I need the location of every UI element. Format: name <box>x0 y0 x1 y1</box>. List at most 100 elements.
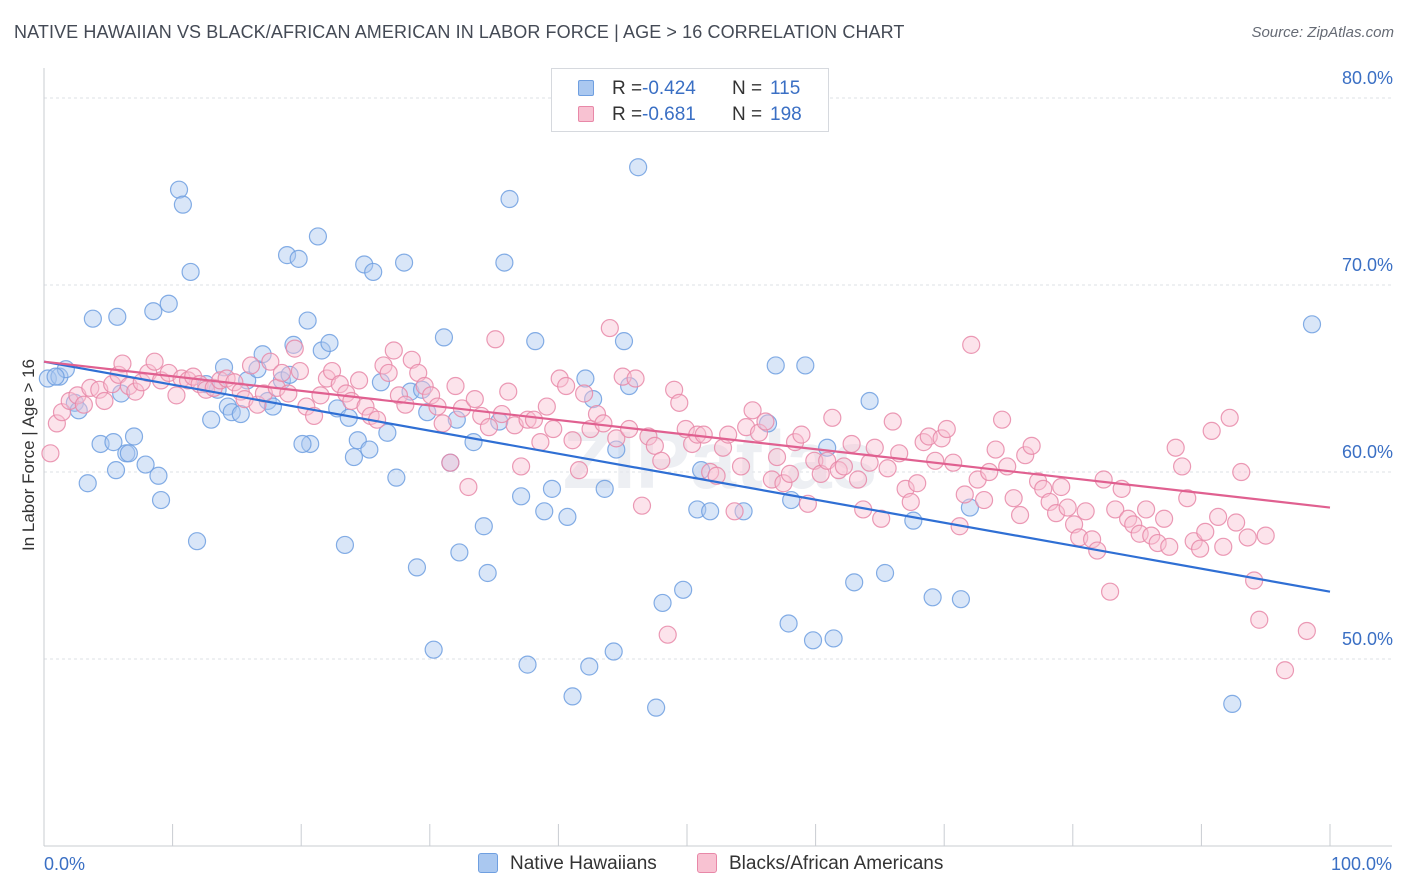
data-point <box>848 470 868 489</box>
data-point <box>1160 537 1179 556</box>
data-point <box>614 332 634 351</box>
data-point <box>167 386 186 405</box>
data-point <box>932 429 951 448</box>
data-point <box>792 425 811 444</box>
data-point <box>1040 492 1059 512</box>
data-point <box>1173 457 1192 476</box>
data-point <box>632 496 652 515</box>
trend-lines <box>43 360 1331 593</box>
data-point <box>402 350 421 369</box>
data-point <box>407 558 427 577</box>
data-point <box>576 369 595 388</box>
data-point <box>647 698 666 717</box>
legend-swatch-pink <box>578 106 594 122</box>
data-point <box>149 466 168 485</box>
data-point <box>95 391 114 411</box>
data-point <box>955 485 974 504</box>
data-point <box>500 189 519 209</box>
data-point <box>389 386 409 405</box>
data-point <box>446 376 465 396</box>
data-point <box>725 502 744 521</box>
data-point <box>474 517 493 536</box>
bottom-legend-label: Blacks/African Americans <box>729 853 944 874</box>
bottom-legend-swatch-blue <box>478 853 498 873</box>
data-point <box>1202 421 1221 440</box>
data-point <box>923 588 942 607</box>
data-point <box>187 532 207 551</box>
data-point <box>1302 315 1322 334</box>
data-point <box>518 655 537 674</box>
data-point <box>379 363 398 383</box>
data-point <box>1250 610 1269 629</box>
trend-line-blacks-african-americans <box>43 360 1331 509</box>
data-point <box>584 389 603 409</box>
data-point <box>450 543 469 562</box>
bottom-legend-label: Native Hawaiians <box>510 853 657 874</box>
data-point <box>756 412 775 431</box>
data-point <box>557 376 576 396</box>
data-point <box>550 369 569 388</box>
legend-box: R = -0.424 N = 115 R = -0.681 N = 198 <box>551 68 829 132</box>
data-point <box>104 433 123 452</box>
data-point <box>803 631 823 650</box>
data-point <box>169 180 189 199</box>
data-point <box>290 361 310 381</box>
data-point <box>595 479 614 498</box>
data-point <box>459 477 478 497</box>
data-point <box>1275 661 1295 680</box>
y-tick-label: 50.0% <box>1342 629 1393 649</box>
data-point <box>992 410 1012 429</box>
data-point <box>1010 505 1030 525</box>
data-point <box>1214 537 1233 556</box>
y-axis-label: In Labor Force | Age > 16 <box>19 359 38 551</box>
data-point <box>394 253 414 272</box>
legend-swatch-blue <box>578 80 594 96</box>
data-point <box>652 451 671 470</box>
data-point <box>330 375 349 394</box>
data-point <box>980 462 999 482</box>
data-point <box>878 459 897 478</box>
legend-n-label: N = <box>732 104 763 125</box>
data-point <box>872 509 891 528</box>
data-point <box>1016 446 1035 465</box>
data-point <box>600 318 619 338</box>
data-point <box>151 490 171 510</box>
data-point <box>293 434 312 454</box>
data-point <box>1046 504 1066 523</box>
data-point <box>108 307 127 326</box>
data-point <box>1166 438 1185 457</box>
legend-r-value: -0.681 <box>642 104 696 125</box>
data-point <box>805 451 824 470</box>
data-point <box>495 253 514 272</box>
data-point <box>626 369 645 388</box>
data-point <box>824 629 843 648</box>
data-point <box>645 436 664 455</box>
data-point <box>779 614 798 633</box>
bottom-legend-swatch-pink <box>697 853 717 873</box>
data-point <box>1052 477 1071 497</box>
data-point <box>465 389 484 409</box>
data-point <box>222 403 241 422</box>
data-point <box>74 395 93 414</box>
data-points <box>38 158 1322 717</box>
data-point <box>277 246 297 265</box>
data-point <box>285 339 304 358</box>
data-point <box>447 410 466 429</box>
data-point <box>904 511 923 530</box>
data-point <box>1196 522 1215 541</box>
data-point <box>424 640 443 659</box>
y-tick-label: 60.0% <box>1342 442 1393 462</box>
legend-n-label: N = <box>732 78 763 99</box>
data-point <box>81 378 100 397</box>
data-point <box>418 403 437 422</box>
data-point <box>544 419 563 439</box>
data-point <box>1256 526 1275 545</box>
data-point <box>926 451 945 470</box>
data-point <box>145 352 164 371</box>
legend-r-label: R = <box>612 78 643 99</box>
data-point <box>914 433 933 452</box>
data-point <box>962 335 981 354</box>
data-point <box>231 404 250 424</box>
data-point <box>344 447 364 467</box>
